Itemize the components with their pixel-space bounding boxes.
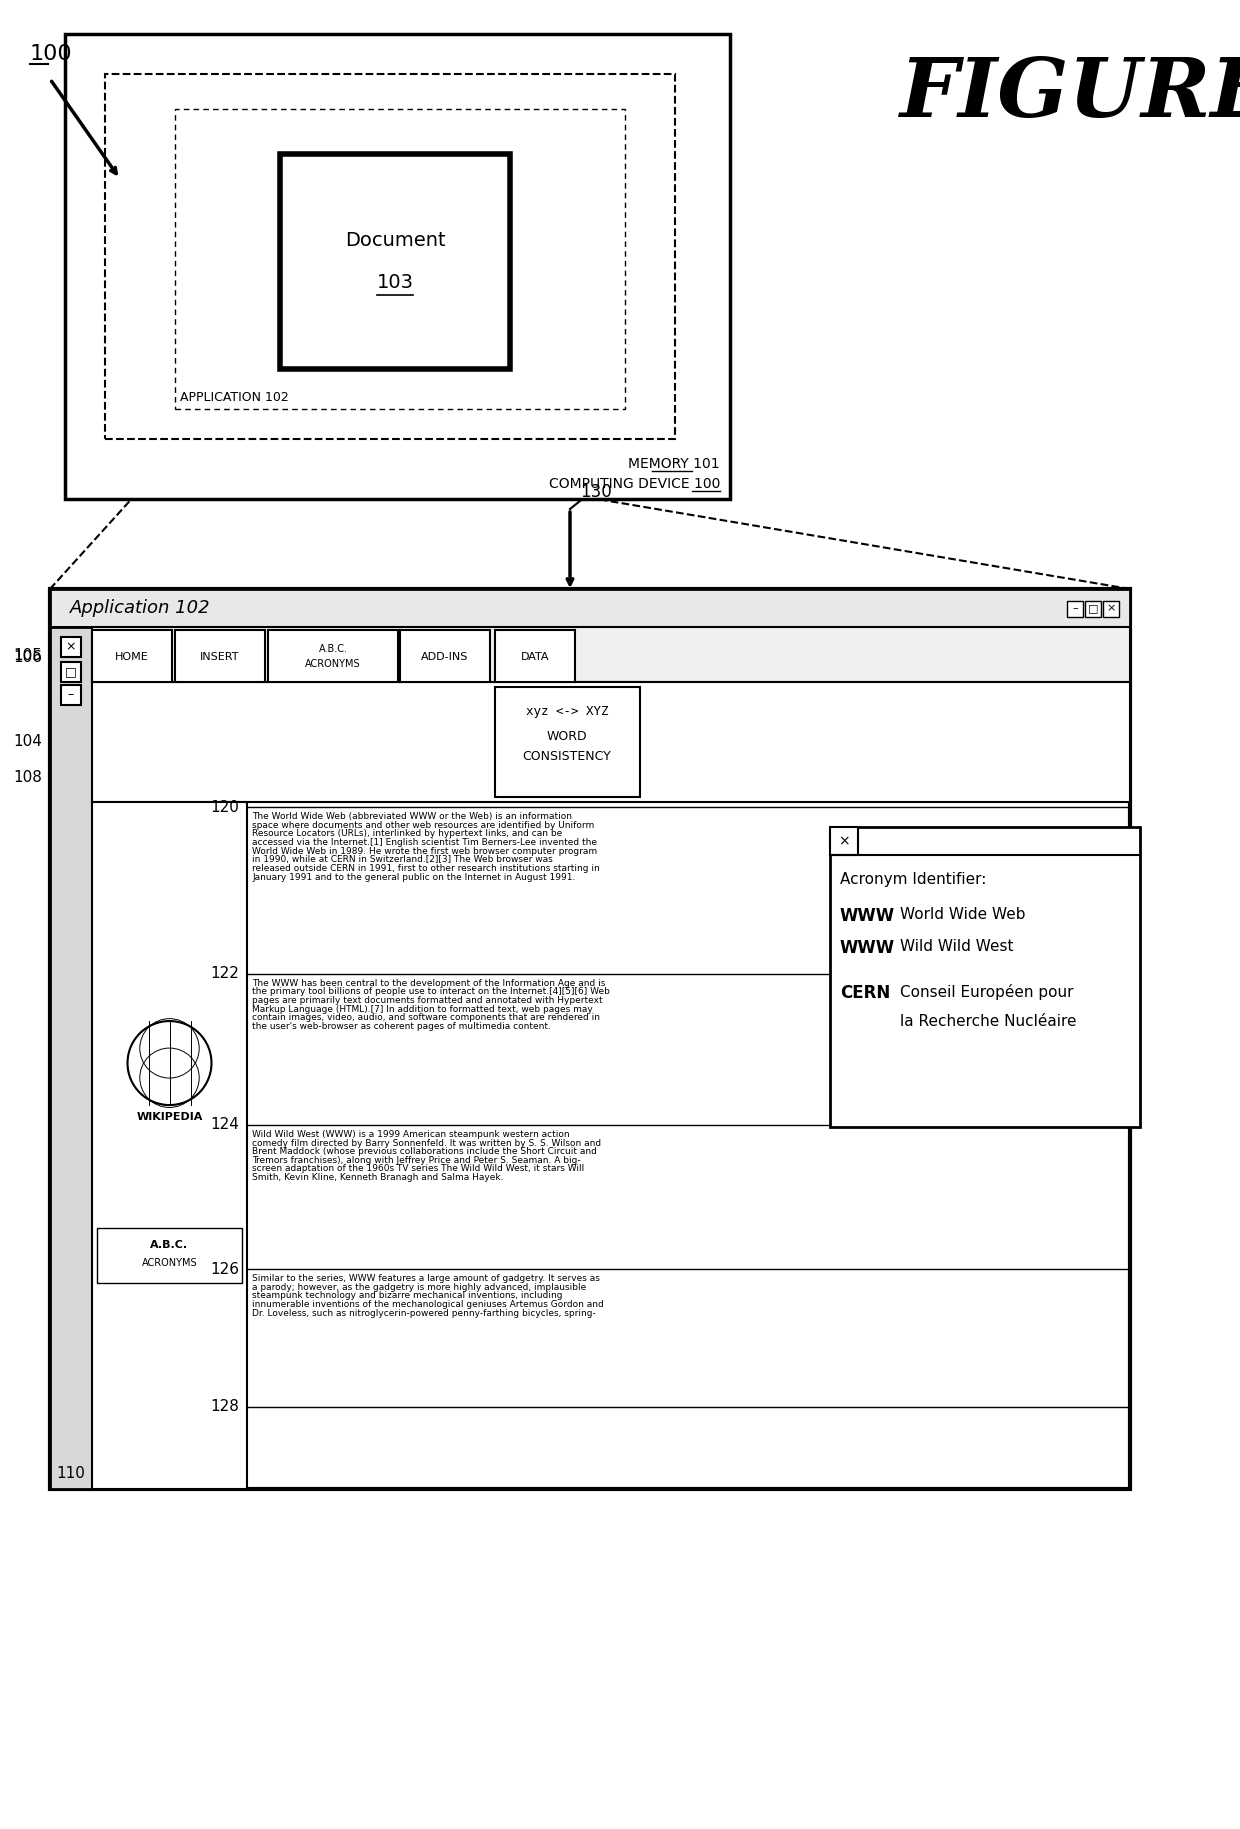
Text: 105: 105	[14, 647, 42, 662]
Text: The WWW has been central to the development of the Information Age and is
the pr: The WWW has been central to the developm…	[252, 979, 610, 1032]
Bar	[92, 627, 1130, 682]
Text: MEMORY 101: MEMORY 101	[629, 457, 720, 472]
Text: 106: 106	[12, 649, 42, 664]
Bar	[50, 589, 1130, 627]
Text: 124: 124	[210, 1118, 239, 1132]
Bar	[92, 801, 247, 1489]
Bar	[64, 35, 730, 499]
Bar	[830, 827, 1140, 1127]
Text: Document: Document	[345, 230, 445, 249]
Text: –: –	[68, 688, 74, 702]
Text: Wild Wild West: Wild Wild West	[900, 938, 1013, 955]
Bar	[175, 110, 625, 410]
Text: Acronym Identifier:: Acronym Identifier:	[839, 872, 986, 887]
Bar	[830, 827, 858, 854]
Bar	[495, 629, 575, 682]
Bar	[495, 688, 640, 797]
Text: WWW: WWW	[839, 907, 895, 925]
Text: □: □	[66, 666, 77, 679]
Text: DATA: DATA	[521, 651, 549, 662]
Text: A.B.C.: A.B.C.	[319, 644, 347, 655]
Text: □: □	[1087, 604, 1099, 613]
Bar	[50, 589, 1130, 1489]
Text: ×: ×	[1106, 604, 1116, 613]
Text: ×: ×	[838, 834, 849, 849]
Bar	[92, 682, 1130, 801]
Text: CONSISTENCY: CONSISTENCY	[522, 750, 611, 763]
Bar	[401, 629, 490, 682]
Text: 100: 100	[30, 44, 73, 64]
Bar	[61, 662, 81, 682]
Bar	[1066, 602, 1083, 616]
Text: WORD: WORD	[547, 730, 588, 744]
Bar	[50, 627, 92, 1489]
Text: 104: 104	[14, 735, 42, 750]
Text: –: –	[1073, 604, 1078, 613]
Text: COMPUTING DEVICE 100: COMPUTING DEVICE 100	[548, 477, 720, 490]
Bar	[97, 1227, 242, 1282]
Text: FIGURE 1: FIGURE 1	[900, 55, 1240, 134]
Text: 122: 122	[210, 966, 239, 980]
Text: World Wide Web: World Wide Web	[900, 907, 1025, 922]
Bar	[105, 73, 675, 439]
Text: APPLICATION 102: APPLICATION 102	[180, 391, 289, 404]
Text: ACRONYMS: ACRONYMS	[305, 658, 361, 669]
Text: xyz <-> XYZ: xyz <-> XYZ	[526, 706, 609, 719]
Text: Conseil Européen pour: Conseil Européen pour	[900, 984, 1074, 1000]
Bar	[268, 629, 398, 682]
Bar	[175, 629, 265, 682]
Text: ×: ×	[66, 640, 76, 653]
Text: Wild Wild West (WWW) is a 1999 American steampunk western action
comedy film dir: Wild Wild West (WWW) is a 1999 American …	[252, 1130, 601, 1182]
Text: INSERT: INSERT	[200, 651, 239, 662]
Bar	[280, 154, 510, 369]
Text: la Recherche Nucléaire: la Recherche Nucléaire	[900, 1013, 1076, 1030]
Text: 128: 128	[210, 1399, 239, 1414]
Text: The World Wide Web (abbreviated WWW or the Web) is an information
space where do: The World Wide Web (abbreviated WWW or t…	[252, 812, 600, 882]
Text: 126: 126	[210, 1262, 239, 1277]
Text: WIKIPEDIA: WIKIPEDIA	[136, 1112, 202, 1121]
Text: 110: 110	[57, 1467, 86, 1481]
Text: 103: 103	[377, 274, 413, 293]
Bar	[61, 686, 81, 704]
Bar	[61, 636, 81, 657]
Text: ACRONYMS: ACRONYMS	[141, 1258, 197, 1267]
Text: CERN: CERN	[839, 984, 890, 1002]
Text: WWW: WWW	[839, 938, 895, 957]
Bar	[92, 629, 172, 682]
Text: Application 102: Application 102	[69, 600, 211, 616]
Text: A.B.C.: A.B.C.	[150, 1240, 188, 1249]
Text: ADD-INS: ADD-INS	[422, 651, 469, 662]
Text: 108: 108	[14, 770, 42, 785]
Text: 120: 120	[210, 799, 239, 814]
Text: HOME: HOME	[115, 651, 149, 662]
Bar	[1085, 602, 1101, 616]
Text: 130: 130	[580, 483, 611, 501]
Text: Similar to the series, WWW features a large amount of gadgetry. It serves as
a p: Similar to the series, WWW features a la…	[252, 1275, 604, 1317]
Bar	[1104, 602, 1118, 616]
